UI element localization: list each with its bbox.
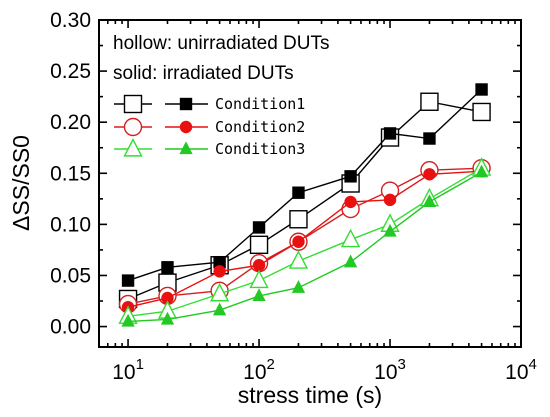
- x-tick-exponent: 2: [267, 356, 275, 373]
- legend-marker-hollow: [123, 117, 143, 137]
- series-layer: [118, 83, 492, 327]
- data-point: [344, 195, 357, 209]
- legend-marker-solid: [179, 120, 193, 134]
- x-tick-base: 10: [112, 361, 135, 384]
- data-point: [249, 235, 269, 255]
- data-point: [344, 170, 357, 183]
- data-point: [292, 186, 305, 199]
- x-tick-label: 104: [505, 356, 537, 384]
- series-condition3-irradiated: [121, 164, 489, 327]
- annotation-hollow: hollow: unirradiated DUTs: [113, 33, 330, 54]
- legend-entry: Condition3: [114, 137, 305, 158]
- data-point: [420, 92, 439, 111]
- data-point: [291, 280, 306, 293]
- data-point: [422, 194, 437, 208]
- legend-entry: Condition2: [114, 117, 305, 137]
- legend-marker-solid: [179, 141, 193, 155]
- data-point: [289, 210, 308, 229]
- x-tick-base: 10: [505, 361, 528, 384]
- series-condition1-irradiated: [121, 83, 488, 287]
- y-tick-label: 0.25: [50, 60, 91, 83]
- y-tick-label: 0.05: [50, 264, 91, 287]
- legend-marker-hollow: [123, 94, 143, 114]
- data-point: [288, 250, 309, 269]
- data-point: [423, 168, 436, 181]
- data-point: [252, 288, 266, 302]
- data-point: [121, 274, 135, 287]
- data-point: [472, 102, 491, 122]
- legend-marker-solid: [179, 97, 193, 111]
- data-point: [252, 259, 266, 272]
- series-condition1-unirradiated: [118, 92, 491, 309]
- data-point: [343, 254, 358, 268]
- data-point: [423, 132, 436, 145]
- x-tick-exponent: 4: [529, 356, 537, 373]
- y-tick-label: 0.15: [50, 162, 91, 185]
- x-tick-exponent: 1: [136, 356, 144, 373]
- data-point: [474, 164, 489, 178]
- legend-marker-hollow: [123, 137, 143, 157]
- data-point: [160, 311, 175, 325]
- x-tick-label: 103: [374, 356, 406, 384]
- x-tick-base: 10: [374, 361, 397, 384]
- legend-label: Condition1: [215, 95, 305, 113]
- x-tick-exponent: 3: [398, 356, 406, 373]
- x-tick-base: 10: [243, 361, 266, 384]
- y-tick-label: 0.00: [50, 316, 91, 339]
- data-point: [209, 282, 230, 302]
- legend-entry: Condition1: [114, 94, 305, 114]
- data-point: [383, 127, 397, 140]
- data-point: [383, 193, 397, 207]
- x-tick-label: 101: [112, 356, 144, 384]
- y-tick-label: 0.30: [50, 9, 91, 32]
- data-point: [292, 235, 305, 248]
- annotation-solid: solid: irradiated DUTs: [113, 63, 294, 84]
- data-point: [475, 83, 488, 96]
- data-point: [121, 313, 135, 327]
- plot-frame: [98, 19, 522, 348]
- y-axis-title: ΔSS/SS0: [8, 135, 34, 231]
- x-tick-label: 102: [243, 356, 275, 384]
- legend: Condition1 Condition2 Condition3: [114, 94, 305, 158]
- data-point: [213, 265, 226, 278]
- data-point: [249, 269, 269, 289]
- y-tick-label: 0.10: [50, 213, 91, 236]
- data-point: [340, 228, 361, 248]
- data-point: [161, 261, 174, 274]
- data-point: [383, 223, 397, 237]
- legend-label: Condition3: [215, 140, 305, 158]
- data-point: [252, 221, 266, 234]
- data-point: [212, 302, 227, 316]
- legend-label: Condition2: [215, 118, 305, 136]
- x-axis-title: stress time (s): [238, 382, 382, 408]
- y-tick-label: 0.20: [50, 111, 91, 134]
